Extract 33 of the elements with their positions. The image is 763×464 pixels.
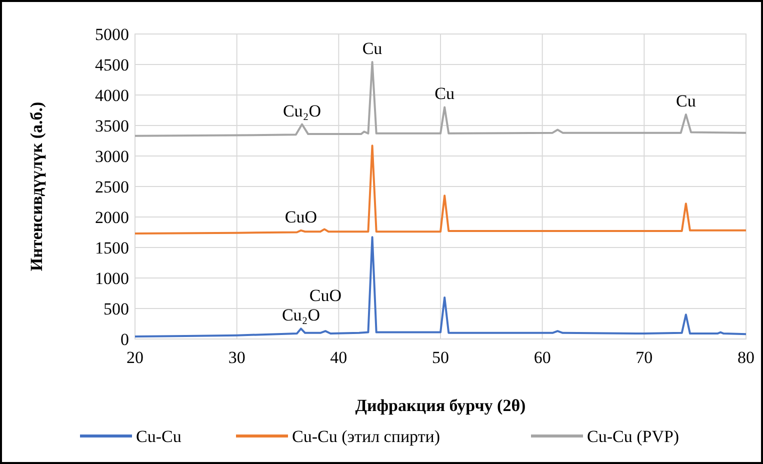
y-tick-label: 5000 [95,24,129,44]
y-tick-label: 0 [120,330,129,349]
annotation: Cu [362,39,383,58]
y-tick-label: 2500 [95,177,129,196]
y-tick-label: 500 [104,299,129,318]
y-axis-title: Интенсивдүүлүк (а.б.) [27,102,46,272]
y-tick-label: 3000 [95,146,129,166]
legend-label: Cu-Cu [136,426,182,446]
x-tick-label: 60 [534,348,551,367]
x-axis-title: Дифракция бурчу (2θ) [355,396,526,415]
y-tick-label: 3500 [95,116,129,136]
annotation: CuO [309,286,342,306]
annotation: Cu₂O [282,101,322,120]
y-tick-label: 4000 [95,86,129,105]
y-tick-label: 4500 [95,55,129,74]
legend-label: Cu-Cu (этил спирти) [292,426,440,446]
annotation: Cu [434,84,455,104]
x-tick-label: 80 [738,348,754,367]
annotation: Cu₂O [282,306,320,325]
x-tick-label: 30 [228,348,246,367]
line-series [134,61,747,137]
line-series [134,236,747,338]
line-series [134,144,747,234]
x-tick-label: 40 [330,348,348,367]
x-tick-label: 50 [432,348,449,367]
x-tick-label: 20 [126,348,144,367]
annotation: Cu [676,92,696,111]
annotation: CuO [284,207,318,226]
y-tick-label: 1500 [95,238,129,258]
y-tick-label: 1000 [95,268,129,288]
y-tick-label: 2000 [95,208,129,227]
legend-label: Cu-Cu (PVP) [587,426,680,446]
x-tick-label: 70 [636,348,653,367]
